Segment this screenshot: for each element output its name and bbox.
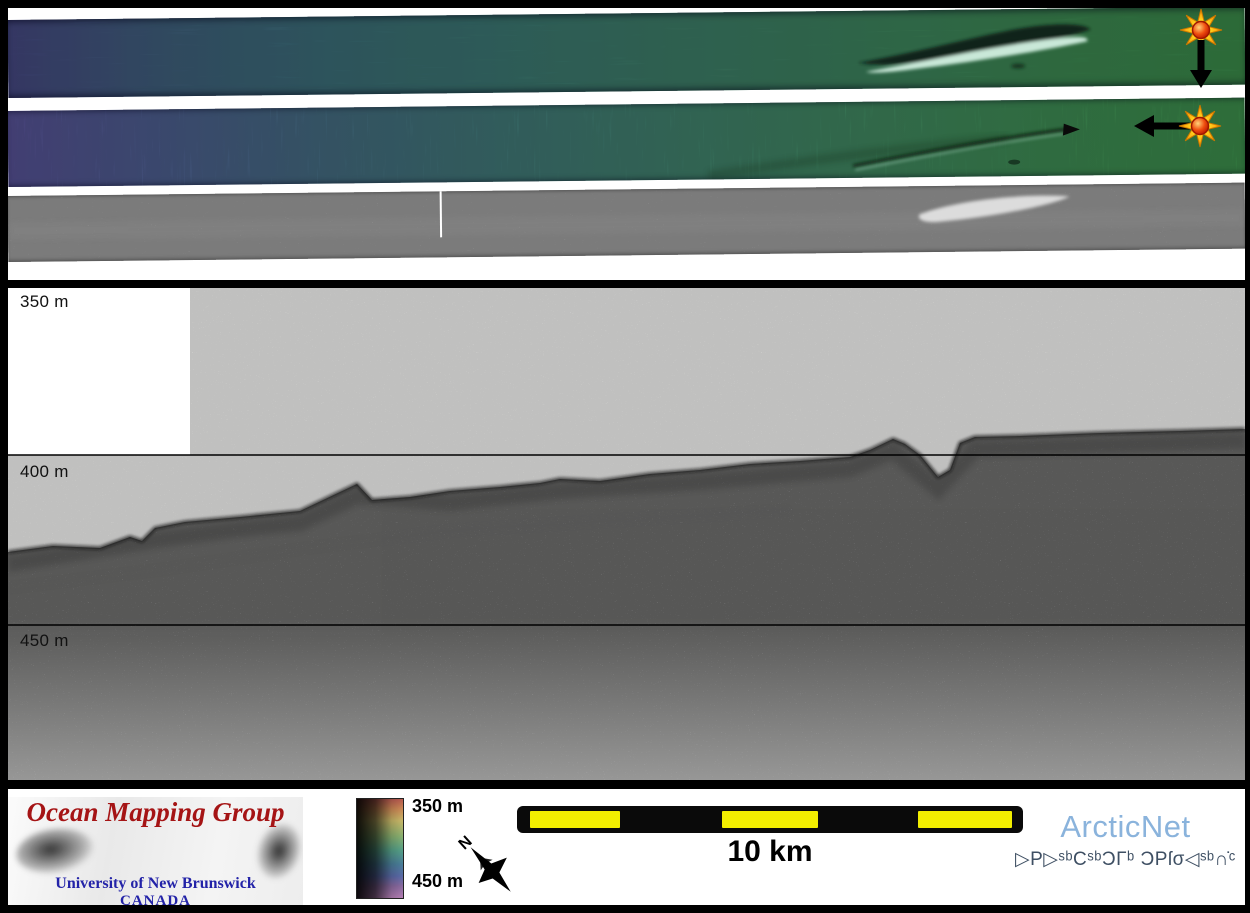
- bathymetry-swath-middle: [8, 97, 1245, 187]
- iceberg-scour-feature-top: [858, 24, 1091, 73]
- seafloor-profile: [8, 427, 1245, 554]
- no-data-blank-region: [8, 288, 190, 455]
- sun-icon-left: [1178, 104, 1222, 148]
- omg-logo-title: Ocean Mapping Group: [26, 797, 285, 827]
- scale-bar-segment: [918, 811, 1012, 828]
- backscatter-strip: [8, 182, 1245, 262]
- omg-logo-institution: University of New Brunswick: [55, 875, 256, 892]
- arcticnet-logo: ArcticNet ▷P▷ˢᵇCˢᵇƆΓᵇ ƆPſσ◁ˢᵇ∩̇ᶜ: [1003, 809, 1245, 871]
- depth-label-450m: 450 m: [20, 631, 69, 650]
- omg-logo-country: CANADA: [120, 893, 191, 905]
- scale-bar: [517, 806, 1023, 833]
- colorbar-top-label: 350 m: [412, 796, 464, 816]
- sun-illumination-middle: [1128, 98, 1245, 162]
- bathymetry-swath-top-texture: [8, 8, 1245, 98]
- sun-illumination-top: [1164, 8, 1238, 104]
- scale-bar-segment: [722, 811, 818, 828]
- subsurface-region: [8, 429, 1245, 780]
- colorbar-hillshade-overlay: [357, 799, 403, 898]
- sun-icon-down: [1179, 8, 1223, 52]
- scale-bar-label: 10 km: [727, 835, 813, 868]
- figure-content: 350 m 400 m 450 m Ocean Mapping Group Un…: [8, 8, 1245, 905]
- depth-label-400m: 400 m: [20, 462, 69, 481]
- sonar-target-left-image: [13, 823, 97, 879]
- backscatter-strip-texture: [8, 182, 1245, 262]
- arcticnet-inuktitut: ▷P▷ˢᵇCˢᵇƆΓᵇ ƆPſσ◁ˢᵇ∩̇ᶜ: [1015, 849, 1236, 870]
- sun-arrow-down-icon: [1190, 40, 1212, 88]
- omg-logo: Ocean Mapping Group University of New Br…: [8, 797, 303, 905]
- scour-backscatter-shadow: [918, 195, 1070, 223]
- compass-star-icon: [470, 847, 511, 892]
- iceberg-scour-feature-middle: [707, 123, 1080, 180]
- sub-bottom-reflector: [8, 508, 789, 590]
- ping-gap-line: [439, 191, 443, 238]
- bathymetry-swath-top: [8, 8, 1245, 98]
- footer: Ocean Mapping Group University of New Br…: [8, 789, 1245, 905]
- colorbar-bottom-label: 450 m: [412, 871, 464, 891]
- scale-bar-segment: [530, 811, 620, 828]
- echogram-image: [8, 288, 1245, 780]
- depth-colorbar: [356, 798, 404, 899]
- arcticnet-wordmark: ArcticNet: [1060, 809, 1191, 844]
- north-arrow: N: [448, 827, 528, 905]
- depth-label-350m: 350 m: [20, 292, 69, 311]
- echogram-panel: 350 m 400 m 450 m: [8, 280, 1245, 789]
- bathymetry-swath-middle-texture: [8, 97, 1245, 187]
